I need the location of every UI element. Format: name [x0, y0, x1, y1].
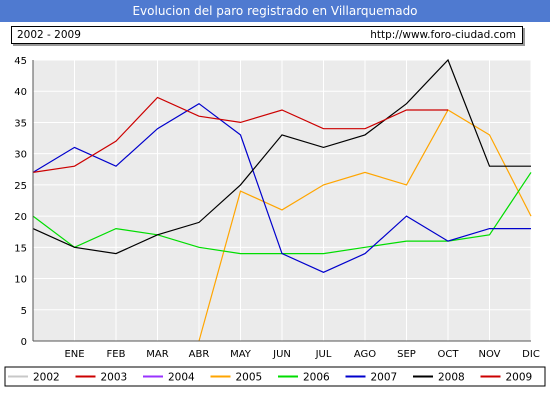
chart-title: Evolucion del paro registrado en Villarq… [0, 0, 550, 22]
x-tick-label: ABR [189, 349, 210, 360]
x-tick-label: FEB [107, 349, 126, 360]
legend-label: 2009 [506, 372, 533, 384]
y-tick-label: 0 [21, 337, 27, 348]
legend-label: 2007 [371, 372, 398, 384]
series-lines [32, 58, 532, 342]
legend-label: 2008 [438, 372, 465, 384]
series-line-2007 [32, 102, 531, 273]
y-tick-label: 30 [14, 150, 27, 161]
period-label: 2002 - 2009 [17, 29, 81, 41]
legend: 2002 2003 2004 2005 2006 2007 2008 2009 [8, 372, 532, 384]
y-tick-label: 35 [14, 118, 27, 129]
legend-label: 2005 [236, 372, 263, 384]
legend-box [4, 366, 546, 387]
x-tick-label: JUN [272, 349, 291, 360]
x-tick-label: AGO [354, 349, 376, 360]
info-bar: 2002 - 2009 http://www.foro-ciudad.com [11, 26, 523, 44]
legend-label: 2006 [303, 372, 330, 384]
y-tick-label: 20 [14, 212, 27, 223]
x-axis: ENE FEB MAR ABR MAY JUN JUL AGO SEP OCT NOV DIC [64, 349, 539, 360]
source-url: http://www.foro-ciudad.com [370, 29, 516, 41]
y-tick-label: 40 [14, 87, 27, 98]
x-tick-label: SEP [397, 349, 416, 360]
y-tick-label: 25 [14, 181, 27, 192]
legend-label: 2004 [168, 372, 195, 384]
y-tick-label: 5 [21, 306, 27, 317]
x-tick-label: ENE [64, 349, 84, 360]
series-line-2008 [32, 58, 531, 255]
series-line-2009 [32, 96, 448, 173]
x-tick-label: NOV [478, 349, 500, 360]
x-tick-label: JUL [315, 349, 332, 360]
series-line-2005 [198, 109, 532, 342]
y-axis: 0 5 10 15 20 25 30 35 40 45 [14, 56, 27, 348]
y-tick-label: 15 [14, 243, 27, 254]
x-tick-label: MAR [146, 349, 168, 360]
x-tick-label: OCT [438, 349, 460, 360]
grid [33, 59, 532, 341]
y-tick-label: 10 [14, 275, 27, 286]
y-tick-label: 45 [14, 56, 27, 67]
x-tick-label: DIC [522, 349, 540, 360]
legend-label: 2003 [101, 372, 128, 384]
x-tick-label: MAY [230, 349, 252, 360]
legend-label: 2002 [33, 372, 60, 384]
